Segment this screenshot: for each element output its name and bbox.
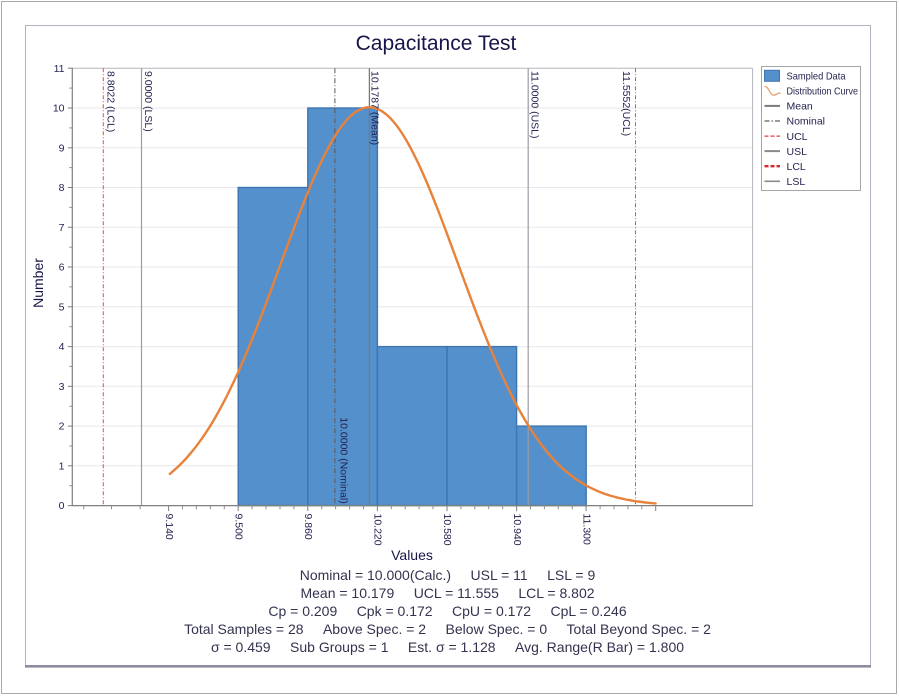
svg-text:6: 6	[59, 262, 65, 274]
svg-text:Cp = 0.209 Cpk = 0.172: Cp = 0.209 Cpk = 0.172 CpU = 0.172 CpL =…	[268, 603, 626, 619]
svg-text:9: 9	[59, 142, 65, 154]
svg-text:11.0000 (USL): 11.0000 (USL)	[528, 71, 540, 139]
svg-text:10.580: 10.580	[441, 514, 453, 546]
svg-text:Distribution Curve: Distribution Curve	[787, 86, 859, 98]
svg-text:3: 3	[59, 381, 65, 393]
svg-text:Total Samples = 28 Above S: Total Samples = 28 Above Spec. = 2 Below…	[184, 621, 711, 637]
svg-text:7: 7	[59, 222, 65, 234]
svg-text:LSL: LSL	[787, 176, 806, 188]
svg-text:2: 2	[59, 421, 65, 433]
svg-text:UCL: UCL	[787, 131, 808, 143]
svg-text:10.0000 (Nominal): 10.0000 (Nominal)	[338, 417, 350, 503]
svg-text:11: 11	[54, 63, 65, 75]
svg-text:9.0000 (LSL): 9.0000 (LSL)	[142, 71, 154, 132]
svg-text:9.860: 9.860	[302, 514, 314, 540]
svg-text:Sampled Data: Sampled Data	[787, 71, 846, 83]
svg-text:10.1787 (Mean): 10.1787 (Mean)	[368, 71, 380, 145]
svg-text:1: 1	[59, 460, 65, 472]
svg-text:Nominal = 10.000(Calc.) US: Nominal = 10.000(Calc.) USL = 11 LSL = 9	[300, 567, 596, 583]
svg-text:8.8022 (LCL): 8.8022 (LCL)	[105, 71, 117, 132]
svg-text:10: 10	[53, 103, 65, 115]
svg-text:Nominal: Nominal	[787, 116, 826, 128]
svg-text:10.220: 10.220	[372, 514, 384, 546]
svg-text:11.5552(UCL): 11.5552(UCL)	[620, 71, 632, 136]
svg-text:σ = 0.459 Sub Groups = 1: σ = 0.459 Sub Groups = 1 Est. σ = 1.128 …	[211, 639, 684, 655]
svg-text:Number: Number	[30, 258, 46, 308]
svg-text:USL: USL	[787, 146, 808, 158]
svg-text:Mean = 10.179 UCL = 11.555: Mean = 10.179 UCL = 11.555 LCL = 8.802	[300, 585, 594, 601]
svg-text:Values: Values	[391, 547, 433, 563]
svg-text:11.300: 11.300	[580, 514, 592, 545]
svg-text:8: 8	[59, 182, 65, 194]
svg-text:Mean: Mean	[787, 101, 813, 113]
svg-text:9.140: 9.140	[163, 514, 175, 540]
svg-text:5: 5	[59, 301, 65, 313]
svg-text:10.940: 10.940	[511, 514, 523, 546]
svg-text:9.500: 9.500	[232, 514, 244, 540]
svg-text:Capacitance Test: Capacitance Test	[356, 32, 517, 55]
svg-text:0: 0	[59, 500, 65, 512]
svg-text:4: 4	[59, 341, 65, 353]
svg-text:LCL: LCL	[787, 161, 806, 173]
